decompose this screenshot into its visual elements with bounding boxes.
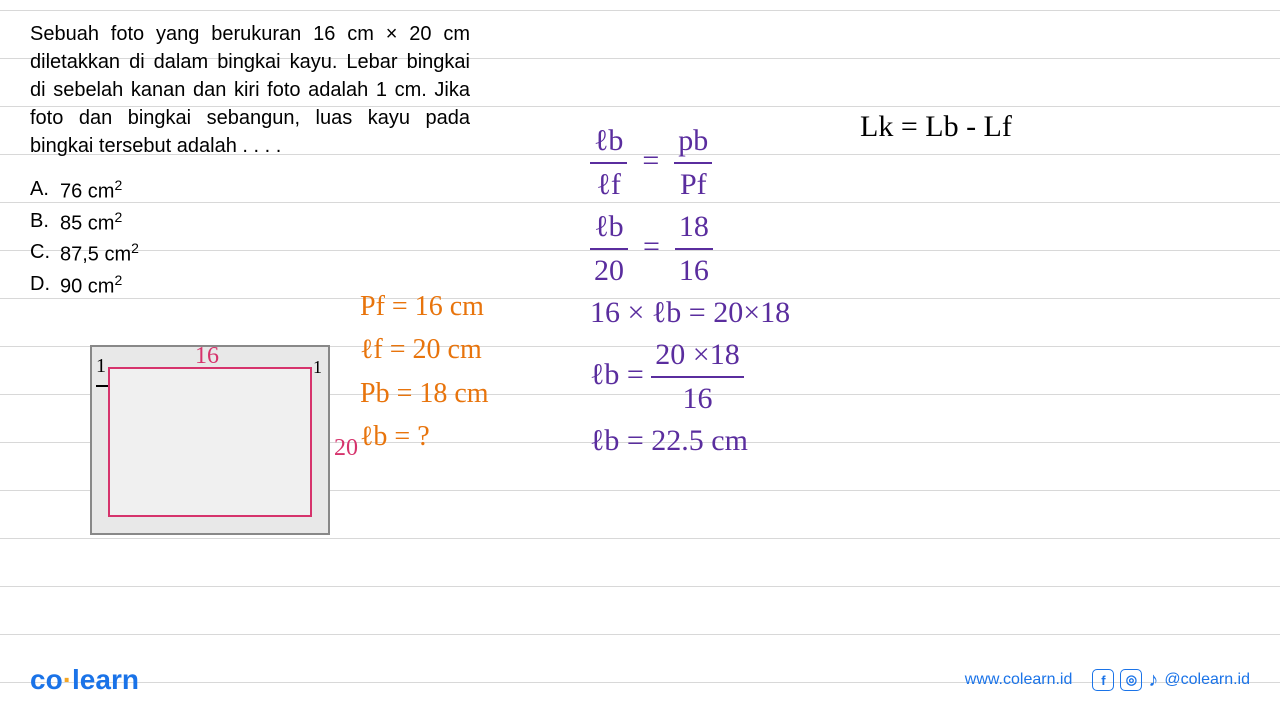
social-links: f ◎ ♪ @colearn.id <box>1092 669 1250 692</box>
calc-line5: ℓb = 22.5 cm <box>590 420 790 462</box>
option-c: C.87,5 cm2 <box>30 238 139 270</box>
given-lb: ℓb = ? <box>360 415 489 458</box>
footer-url[interactable]: www.colearn.id <box>965 671 1073 689</box>
answer-formula: Lk = Lb - Lf <box>860 110 1012 144</box>
calc-line3: 16 × ℓb = 20×18 <box>590 292 790 334</box>
diagram-label-width: 16 <box>195 343 219 370</box>
footer-right: www.colearn.id f ◎ ♪ @colearn.id <box>965 669 1250 692</box>
diagram-tick <box>96 385 108 387</box>
inner-frame <box>108 367 312 517</box>
calculation-steps: ℓbℓf = pbPf ℓb20 = 1816 16 × ℓb = 20×18 … <box>590 120 790 462</box>
answer-options: A.76 cm2 B.85 cm2 C.87,5 cm2 D.90 cm2 <box>30 175 139 302</box>
given-lf: ℓf = 20 cm <box>360 328 489 371</box>
social-handle: @colearn.id <box>1164 671 1250 689</box>
calc-eq1: ℓbℓf = pbPf <box>590 120 790 206</box>
facebook-icon[interactable]: f <box>1092 669 1114 691</box>
given-pf: Pf = 16 cm <box>360 285 489 328</box>
instagram-icon[interactable]: ◎ <box>1120 669 1142 691</box>
given-pb: Pb = 18 cm <box>360 372 489 415</box>
question-text: Sebuah foto yang berukuran 16 cm × 20 cm… <box>30 20 470 160</box>
option-a: A.76 cm2 <box>30 175 139 207</box>
calc-eq2: ℓb20 = 1816 <box>590 206 790 292</box>
tiktok-icon[interactable]: ♪ <box>1148 669 1158 692</box>
diagram-label-gap-right: 1 <box>313 357 322 378</box>
calc-line4: ℓb = 20 ×1816 <box>590 334 790 420</box>
option-b: B.85 cm2 <box>30 207 139 239</box>
diagram-label-gap-left: 1 <box>96 355 106 378</box>
option-d: D.90 cm2 <box>30 270 139 302</box>
diagram-label-height: 20 <box>334 435 358 462</box>
brand-logo: co·learn <box>30 664 139 696</box>
given-values: Pf = 16 cm ℓf = 20 cm Pb = 18 cm ℓb = ? <box>360 285 489 459</box>
frame-diagram: 16 1 1 20 <box>90 345 330 535</box>
footer: co·learn www.colearn.id f ◎ ♪ @colearn.i… <box>0 660 1280 700</box>
